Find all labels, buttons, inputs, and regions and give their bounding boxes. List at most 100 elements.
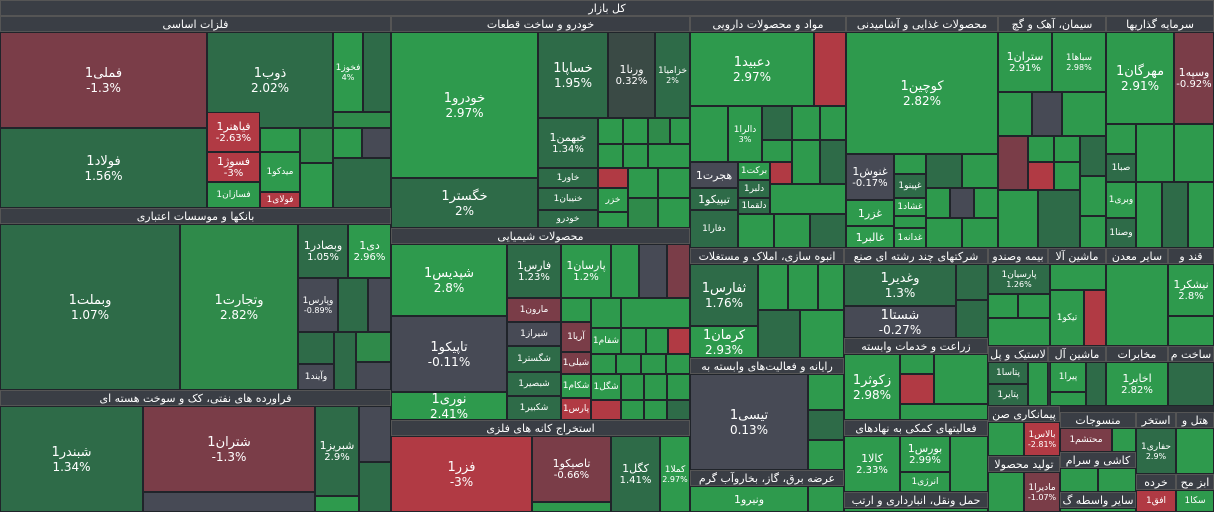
tile-small[interactable] <box>300 163 333 208</box>
sector-header-products[interactable]: تولید محصولا <box>988 456 1060 472</box>
tile-thfars[interactable]: ثفارس1 1.76% <box>690 264 758 326</box>
tile-maroun[interactable]: مارون1 <box>507 298 561 322</box>
sector-header-brokers[interactable]: سایر واسطه گ <box>1060 492 1136 508</box>
tile-small[interactable] <box>1084 290 1106 346</box>
tile-akhaber[interactable]: اخابر1 2.82% <box>1106 362 1168 406</box>
sector-header-construction[interactable]: انبوه سازی، املاک و مستغلات <box>690 248 844 264</box>
tile-small[interactable] <box>998 136 1028 190</box>
tile-small[interactable] <box>658 198 690 228</box>
sector-header-banks[interactable]: بانکها و موسسات اعتباری <box>0 208 391 224</box>
tile-small[interactable] <box>338 278 368 332</box>
sector-header-machinery2[interactable]: ماشین آل <box>1048 346 1106 362</box>
tile-dloghma[interactable]: دلقما1 <box>738 198 770 214</box>
tile-ghzar[interactable]: غزر1 <box>846 200 894 226</box>
tile-vsna[interactable]: وصنا1 <box>1106 218 1136 248</box>
tile-small[interactable] <box>998 92 1032 136</box>
tile-kochin[interactable]: کوچین1 2.82% <box>846 32 998 154</box>
tile-small[interactable] <box>1136 124 1174 182</box>
tile-small[interactable] <box>1050 264 1106 290</box>
tile-small[interactable] <box>591 354 616 374</box>
sector-header-utility[interactable]: عرضه برق، گاز، بخاروآب گرم <box>690 470 844 486</box>
tile-small[interactable] <box>1032 92 1062 136</box>
tile-sba[interactable]: صبا1 <box>1106 154 1136 182</box>
tile-small[interactable] <box>1086 362 1106 406</box>
tile-small[interactable] <box>598 168 628 188</box>
tile-small[interactable] <box>621 298 690 328</box>
tile-ghshahd[interactable]: غشاد1 <box>894 198 926 216</box>
tile-small[interactable] <box>818 264 844 310</box>
tile-parsan[interactable]: پارسان1 1.2% <box>561 244 611 298</box>
tile-vbmellat[interactable]: وبملت1 1.07% <box>0 224 180 390</box>
sector-header-refining[interactable]: فراورده های نفتی، کک و سوخت هسته ای <box>0 390 391 406</box>
tile-strn[interactable]: ستران1 2.91% <box>998 32 1052 92</box>
tile-small[interactable] <box>808 440 844 470</box>
tile-shkam[interactable]: شکام1 <box>561 374 591 398</box>
sector-header-aux-financial[interactable]: فعالیتهای کمکی به نهادهای <box>844 420 988 436</box>
tile-khzar[interactable]: خزر <box>598 188 628 212</box>
tile-tipiko[interactable]: تیپیکو1 <box>690 188 738 210</box>
tile-arya[interactable]: آریا1 <box>561 322 591 352</box>
tile-small[interactable] <box>611 244 639 298</box>
tile-kerman[interactable]: کرمان1 2.93% <box>690 326 758 358</box>
sector-header-tile[interactable]: کاشی و سرام <box>1060 452 1136 468</box>
tile-small[interactable] <box>894 154 926 174</box>
tile-small[interactable] <box>333 112 391 128</box>
tile-tisi[interactable]: تیسی1 0.13% <box>690 374 808 470</box>
tile-anrji[interactable]: انرژی1 <box>900 472 950 492</box>
sector-header-extraction[interactable]: استخر <box>1136 412 1176 428</box>
tile-small[interactable] <box>1018 294 1050 318</box>
tile-parsian[interactable]: پارسیان1 1.26% <box>988 264 1050 294</box>
tile-small[interactable] <box>1112 428 1136 452</box>
tile-folay[interactable]: فولای1 <box>260 192 300 208</box>
tile-kamla[interactable]: کملا1 2.97% <box>660 436 690 512</box>
tile-small[interactable] <box>962 218 998 248</box>
tile-small[interactable] <box>598 212 628 228</box>
tile-small[interactable] <box>820 106 846 140</box>
tile-small[interactable] <box>363 32 391 112</box>
tile-small[interactable] <box>639 244 667 298</box>
tile-small[interactable] <box>644 374 667 400</box>
tile-small[interactable] <box>926 218 962 248</box>
tile-small[interactable] <box>926 188 950 218</box>
tile-small[interactable] <box>333 128 362 158</box>
tile-nori[interactable]: نوری1 2.41% <box>391 392 507 420</box>
tile-dalra[interactable]: دالرا1 3% <box>728 106 762 162</box>
tile-dfara[interactable]: دفارا1 <box>690 210 738 248</box>
tile-small[interactable] <box>591 298 621 328</box>
tile-small[interactable] <box>359 406 391 462</box>
tile-small[interactable] <box>298 332 334 364</box>
tile-small[interactable] <box>561 298 591 322</box>
tile-shkbir[interactable]: شکبیر1 <box>507 396 561 420</box>
sector-header-contracting[interactable]: مخابرات <box>1106 346 1168 362</box>
tile-small[interactable] <box>758 264 788 310</box>
tile-shtran[interactable]: شتران1 -1.3% <box>143 406 315 492</box>
tile-small[interactable] <box>621 374 644 400</box>
tile-small[interactable] <box>808 410 844 440</box>
tile-khzamia[interactable]: خزامیا1 2% <box>655 32 690 118</box>
tile-small[interactable] <box>988 422 1024 456</box>
tile-small[interactable] <box>810 214 846 248</box>
tile-small[interactable] <box>356 332 391 362</box>
tile-shahab[interactable]: سباها1 2.98% <box>1052 32 1106 92</box>
tile-small[interactable] <box>362 128 391 158</box>
tile-small[interactable] <box>738 214 774 248</box>
tile-small[interactable] <box>621 328 646 354</box>
tile-small[interactable] <box>814 32 846 106</box>
tile-hjrt[interactable]: هجرت1 <box>690 162 738 188</box>
tile-small[interactable] <box>1028 362 1048 406</box>
tile-kgol[interactable]: کگل1 1.41% <box>611 436 660 512</box>
tile-small[interactable] <box>648 144 690 168</box>
tile-parsi[interactable]: پارس1 <box>561 398 591 420</box>
tile-ghalbor[interactable]: غالبر1 <box>846 226 894 248</box>
tile-small[interactable] <box>300 128 333 163</box>
tile-khsapa[interactable]: خساپا1 1.95% <box>538 32 608 118</box>
tile-small[interactable] <box>998 190 1038 248</box>
tile-small[interactable] <box>623 144 648 168</box>
tile-small[interactable] <box>950 188 974 218</box>
sector-header-textiles[interactable]: منسوجات <box>1060 412 1136 428</box>
sector-header-computer[interactable]: رایانه و فعالیت‌های وابسته به <box>690 358 844 374</box>
sector-header-multi[interactable]: شرکتهای چند رشته ای صنع <box>844 248 988 264</box>
tile-tasiko[interactable]: تاصیکو1 -0.66% <box>532 436 611 502</box>
tile-folad[interactable]: فولاد1 1.56% <box>0 128 207 208</box>
tile-small[interactable] <box>641 354 666 374</box>
